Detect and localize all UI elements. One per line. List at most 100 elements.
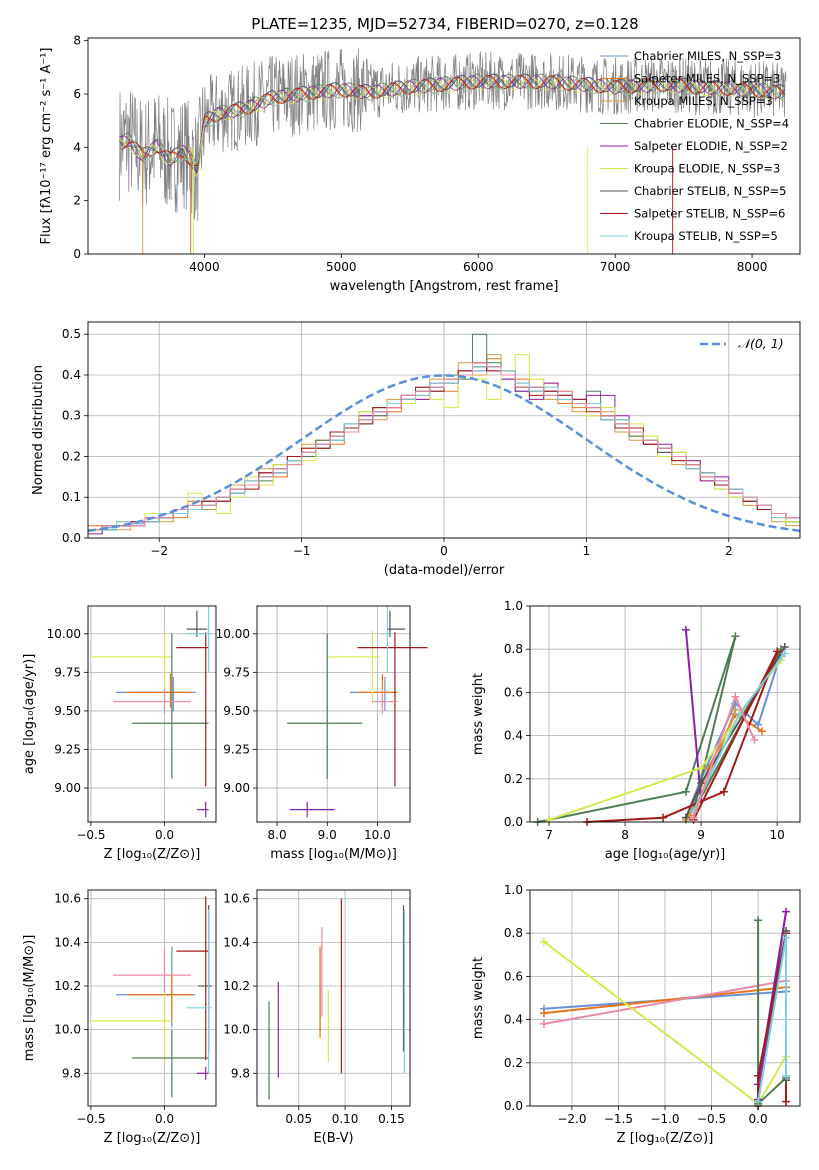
x-tick-label: 0.10 [332,1112,359,1126]
x-tick-label: 7000 [600,260,631,274]
y-tick-label: 0.2 [504,772,523,786]
weight-point-marker [757,727,766,736]
y-tick-label: 10.0 [223,1023,250,1037]
x-axis-label: (data-model)/error [384,563,505,578]
axes-frame [529,605,801,823]
x-tick-label: 8000 [737,260,768,274]
x-tick-label: 10 [770,828,785,842]
y-tick-label: 10.4 [223,935,250,949]
weight-point-marker [697,779,706,788]
x-tick-label: 1 [583,544,591,558]
grid-lines [530,605,800,823]
y-axis-label: mass weight [471,957,486,1039]
x-axis-label: mass [log₁₀(M/M⊙)] [270,847,397,862]
x-axis-label: Z [log₁₀(Z/Z⊙)] [104,847,201,862]
y-tick-label: 0.0 [504,815,523,829]
y-tick-label: 1.0 [504,599,523,613]
x-axis-label: Z [log₁₀(Z/Z⊙)] [617,1131,714,1146]
x-axis-label: Z [log₁₀(Z/Z⊙)] [104,1131,201,1146]
y-tick-label: 9.00 [223,781,250,795]
y-tick-label: 0.1 [62,490,81,504]
panel-age-vs-z: −0.5 0.0 9.00 9.25 9.50 9.75 10.00 Z [log₁₀(Z/Z… [22,605,217,862]
x-tick-label: −0.5 [76,828,105,842]
observed-spectrum-line [119,48,787,222]
weight-series-line [543,986,787,1015]
weight-point-marker [681,813,690,822]
y-tick-label: 10.4 [54,935,81,949]
histogram-series [88,362,800,531]
y-tick-label: 9.8 [231,1066,250,1080]
y-axis-label: age [log₁₀(age/yr)] [22,654,37,775]
weight-point-marker [754,1097,763,1106]
y-tick-label: 9.00 [54,781,81,795]
y-tick-label: 0.4 [504,1013,523,1027]
weight-point-marker [754,1071,763,1080]
x-tick-label: −1.0 [650,1112,679,1126]
legend-entry: Salpeter STELIB, N_SSP=6 [634,207,785,221]
x-tick-label: −1 [293,544,311,558]
y-tick-label: 0.8 [504,642,523,656]
legend-entry: Chabrier ELODIE, N_SSP=4 [634,117,789,131]
y-tick-label: 2 [73,194,81,208]
x-tick-label: 0.15 [378,1112,405,1126]
y-tick-label: 0.5 [62,327,81,341]
x-tick-label: −2 [150,544,168,558]
weight-point-marker [782,1071,791,1080]
y-tick-label: 10.00 [47,627,81,641]
data-marks [533,625,789,826]
y-tick-label: 9.75 [54,665,81,679]
weight-series-line [543,979,787,1025]
normal-curve [87,374,801,533]
x-tick-label: 10.0 [364,828,391,842]
y-tick-label: 10.00 [216,627,250,641]
panel-age-vs-mass: 8.0 9.0 10.0 9.00 9.25 9.50 9.75 10.00 mass [log… [216,605,428,862]
model-spectrum-line [119,73,786,170]
y-axis-label: Flux [fλ10⁻¹⁷ erg cm⁻² s⁻¹ A⁻¹] [39,48,54,245]
y-tick-label: 10.2 [223,979,250,993]
y-tick-label: 0.6 [504,969,523,983]
data-marks [119,48,787,254]
weight-point-marker [782,907,791,916]
legend-entry: Chabrier MILES, N_SSP=3 [634,49,781,63]
y-tick-label: 9.50 [54,704,81,718]
data-marks [268,898,406,1100]
x-tick-label: 6000 [463,260,494,274]
y-tick-label: 0.4 [62,368,81,382]
y-tick-label: 0.2 [504,1056,523,1070]
x-tick-label: 0.0 [155,828,174,842]
weight-point-marker [539,1019,548,1028]
y-tick-label: 0 [73,247,81,261]
x-tick-label: 5000 [326,260,357,274]
data-marks [90,896,212,1098]
data-marks [90,606,212,818]
y-tick-label: 6 [73,87,81,101]
y-tick-label: 10.2 [54,979,81,993]
model-spectrum-line [119,73,786,167]
weight-point-marker [681,787,690,796]
panel-residuals: −2 −1 0 1 2 0.0 0.1 0.2 0.3 0.4 0.5 (data-model)/er… [31,321,801,578]
weight-point-marker [681,625,690,634]
panel-mass-vs-z: −0.5 0.0 9.8 10.0 10.2 10.4 10.6 Z [log₁₀(Z/Z⊙)… [22,889,217,1146]
y-tick-label: 9.8 [62,1066,81,1080]
x-tick-label: 0.05 [285,1112,312,1126]
legend-entry: 𝒩(0, 1) [738,336,784,351]
weight-point-marker [773,647,782,656]
weight-point-marker [539,937,548,946]
y-tick-label: 0.6 [504,685,523,699]
y-tick-label: 10.0 [54,1023,81,1037]
model-spectrum-line [119,73,786,172]
weight-point-marker [735,710,744,718]
x-tick-label: −0.5 [697,1112,726,1126]
y-tick-label: 1.0 [504,883,523,897]
x-tick-label: −2.0 [557,1112,586,1126]
grid-lines [257,890,410,1106]
y-axis-label: mass [log₁₀(M/M⊙)] [22,935,37,1062]
axes-frame [87,605,217,823]
model-spectrum-line [119,76,786,165]
weight-series-line [537,635,782,823]
legend-entry: Kroupa STELIB, N_SSP=5 [634,229,778,243]
x-axis-label: age [log₁₀(age/yr)] [605,847,726,862]
x-tick-label: 0.0 [155,1112,174,1126]
axes-frame [529,889,801,1107]
model-spectrum-line [119,76,786,178]
